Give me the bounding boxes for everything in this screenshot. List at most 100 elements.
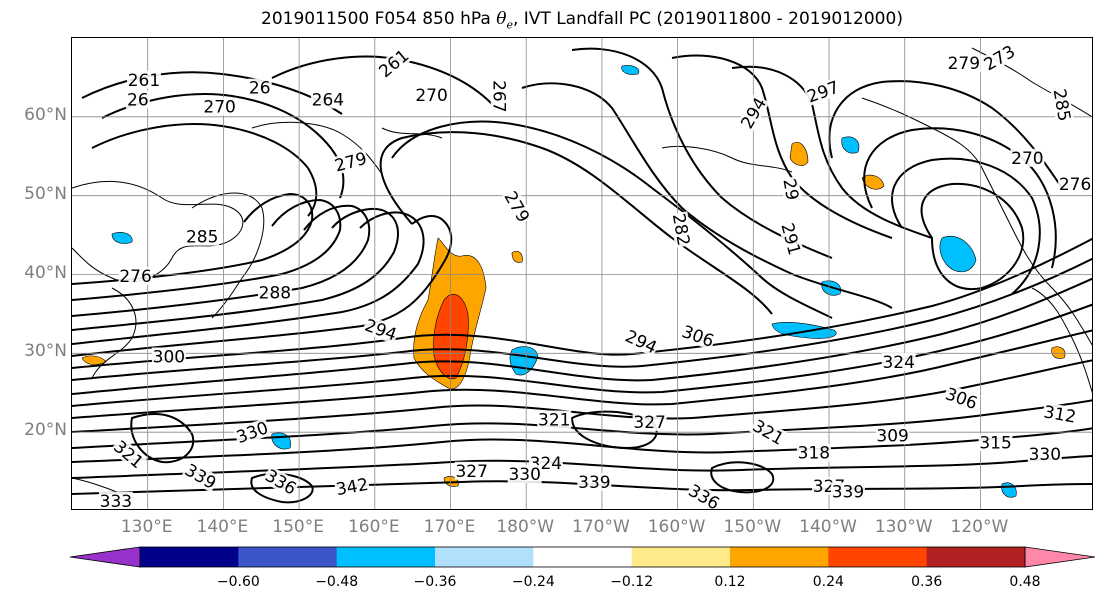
colorbar-tick-label: −0.24 [511,574,555,590]
contour-label: 330 [508,465,540,485]
latitude-tick-label: 40°N [24,262,67,283]
contour-label: 327 [633,413,665,433]
contour-label: 333 [100,492,132,510]
map-title: 2019011500 F054 850 hPa θe, IVT Landfall… [0,9,1105,31]
colorbar-segment [926,547,1026,567]
contour-label-bg [749,415,788,449]
positive-shading-small-3 [511,250,523,263]
contour-label: 321 [749,416,787,450]
contour-label: 276 [1059,175,1091,195]
longitude-tick-label: 140°E [196,517,249,537]
contour-label-bg [233,417,272,447]
colorbar-tick-label: −0.60 [216,574,260,590]
colorbar-segment [631,547,731,567]
contour-label-bg [942,383,981,413]
contour-label: 300 [153,347,185,367]
contour-label: 261 [128,71,160,91]
contour-label-bg [1010,148,1045,167]
contour-label: 321 [109,437,147,473]
contour-label: 330 [1029,445,1061,465]
longitude-tick-label: 160°E [347,517,400,537]
longitude-tick-label: 170°E [423,517,476,537]
contour-label-bg [980,41,1019,75]
contour-label-bg [684,480,724,509]
contour-label: 264 [312,90,344,110]
longitude-tick-label: 170°W [572,517,630,537]
contour-label: 261 [376,46,414,82]
colorbar-segment [140,547,239,567]
contour-label: 288 [259,284,291,304]
map-panel: 261 26 270 26 264 261 270 267 279 279 282 291 29 294 2… [71,37,1093,510]
contour-label: 279 [333,149,370,177]
contour-label: 26 [249,79,271,99]
positive-shading-small-2 [861,174,885,190]
contour-label-bg [780,175,803,203]
latitude-tick-label: 50°N [24,183,67,204]
longitude-tick-label: 150°W [723,517,782,537]
contour-label-bg [803,77,843,106]
contour-label-bg [778,220,805,258]
contour-label: 312 [1042,402,1077,427]
contour-label: 315 [979,433,1011,453]
positive-shading-small-4 [81,355,107,365]
contour-label: 339 [832,482,864,502]
colorbar-segment [533,547,633,567]
contour-label-bg [333,474,371,499]
contour-label: 282 [668,212,693,247]
contour-label-bg [796,443,831,462]
contour-label: 321 [538,411,570,431]
colorbar-frame [139,546,1026,568]
contour-label: 267 [489,80,509,112]
contour-label: 306 [943,384,980,414]
contour-label-bg [946,54,981,73]
contour-label-bg [374,45,413,82]
longitude-tick-label: 160°W [647,517,706,537]
contour-label: 336 [685,481,723,510]
latitude-tick-label: 60°N [24,104,67,125]
negative-shading-region-9 [1001,482,1017,498]
contour-label-bg [875,426,910,445]
theta-subscript: e [506,18,513,32]
contour-label-bg [830,482,865,501]
colorbar-tick-label: −0.48 [315,574,359,590]
positive-shading-small-1 [789,142,809,166]
colorbar-tick-label: 0.48 [1009,574,1041,590]
colorbar-extend-high [1024,546,1095,568]
title-suffix: , IVT Landfall PC (2019011800 - 20190120… [512,9,903,29]
latitude-tick-label: 20°N [24,420,67,441]
contour-label-bg [257,283,292,302]
contour-label-bg [881,353,916,372]
colorbar-tick-label: 0.36 [911,574,943,590]
contour-label-bg [126,70,161,89]
contour-label-bg [261,465,301,499]
contour-label-bg [361,315,400,344]
colorbar-segment [730,547,829,567]
contour-label-bg [507,464,542,483]
contour-label-bg [669,211,694,248]
contour-label: 285 [186,228,218,248]
positive-shading-small-6 [1051,346,1066,359]
title-prefix: 2019011500 F054 850 hPa [261,9,497,29]
contour-label-bg [537,410,572,429]
strong-positive-shading-region [433,294,469,380]
colorbar-tick-label: 0.24 [812,574,844,590]
contour-label-bg [181,460,220,493]
colorbar-segment [336,547,436,567]
colorbar-tick-label: 0.60 [1093,574,1105,590]
contour-label-bg [98,491,133,509]
negative-shading-region-6 [271,432,292,450]
gridlines [72,38,1092,509]
contour-label-bg [632,412,667,431]
colorbar [70,546,1095,568]
contour-label-bg [202,97,237,116]
contour-label-bg [978,433,1013,452]
contour-label: 297 [805,78,842,108]
contour-label-bg [1027,445,1062,464]
contour-label: 318 [798,444,830,464]
contour-label: 309 [876,426,908,446]
contour-label: 270 [203,98,235,118]
longitude-tick-label: 140°W [799,517,857,537]
contour-label-bg [109,436,148,473]
contour-label-bg [125,90,150,109]
